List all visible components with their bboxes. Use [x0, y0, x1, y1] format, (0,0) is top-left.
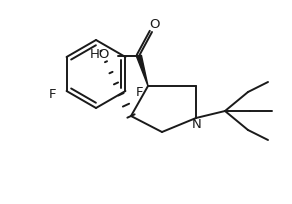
- Text: F: F: [135, 86, 143, 100]
- Polygon shape: [137, 55, 148, 86]
- Text: HO: HO: [90, 48, 110, 61]
- Text: O: O: [150, 19, 160, 31]
- Text: F: F: [49, 88, 57, 101]
- Text: N: N: [192, 118, 202, 131]
